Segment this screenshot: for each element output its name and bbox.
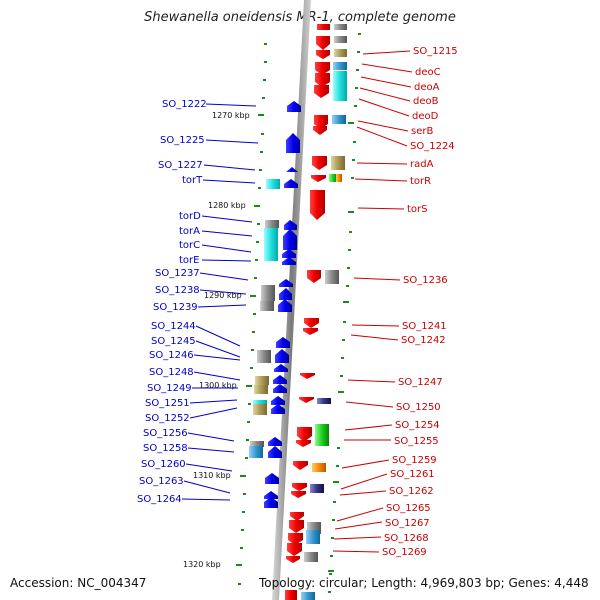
gene-label-deoC: deoC: [415, 67, 441, 78]
gene-label-torR: torR: [410, 176, 431, 187]
gene-label-SO_1269: SO_1269: [382, 547, 427, 558]
gene-label-torC: torC: [179, 240, 200, 251]
gene-label-SO_1251: SO_1251: [145, 398, 190, 409]
right-strand-genes: [285, 24, 347, 600]
gene-label-torD: torD: [179, 211, 201, 222]
kbp-1270: 1270 kbp: [212, 111, 250, 120]
kbp-1320: 1320 kbp: [183, 560, 221, 569]
gene-label-SO_1222: SO_1222: [162, 99, 207, 110]
gene-label-deoD: deoD: [412, 111, 439, 122]
kbp-scale: 1270 kbp 1280 kbp 1290 kbp 1300 kbp 1310…: [183, 111, 354, 572]
gene-label-SO_1247: SO_1247: [398, 377, 443, 388]
grid-dots: [238, 33, 361, 593]
gene-label-SO_1268: SO_1268: [384, 533, 429, 544]
gene-label-deoB: deoB: [413, 96, 439, 107]
gene-label-SO_1227: SO_1227: [158, 160, 203, 171]
gene-label-SO_1238: SO_1238: [155, 285, 200, 296]
gene-label-SO_1249: SO_1249: [147, 383, 192, 394]
gene-label-SO_1261: SO_1261: [390, 469, 435, 480]
gene-label-torT: torT: [182, 175, 203, 186]
gene-label-SO_1262: SO_1262: [389, 486, 434, 497]
gene-label-SO_1260: SO_1260: [141, 459, 186, 470]
gene-label-SO_1225: SO_1225: [160, 135, 205, 146]
gene-label-SO_1258: SO_1258: [143, 443, 188, 454]
genome-summary-text: Topology: circular; Length: 4,969,803 bp…: [259, 576, 589, 590]
gene-label-SO_1265: SO_1265: [386, 503, 431, 514]
gene-label-SO_1259: SO_1259: [392, 455, 437, 466]
right-gene-labels: SO_1215 deoC deoA deoB deoD serB SO_1224…: [332, 46, 458, 558]
gene-label-SO_1246: SO_1246: [149, 350, 194, 361]
kbp-1290: 1290 kbp: [204, 291, 242, 300]
kbp-1280: 1280 kbp: [208, 201, 246, 210]
gene-label-SO_1264: SO_1264: [137, 494, 182, 505]
gene-label-SO_1215: SO_1215: [413, 46, 458, 57]
gene-label-SO_1242: SO_1242: [401, 335, 446, 346]
gene-label-torS: torS: [407, 204, 428, 215]
left-strand-genes: [249, 101, 301, 508]
gene-label-SO_1256: SO_1256: [143, 428, 188, 439]
gene-label-torE: torE: [179, 255, 199, 266]
gene-label-radA: radA: [410, 159, 434, 170]
gene-label-deoA: deoA: [414, 82, 440, 93]
gene-label-SO_1239: SO_1239: [153, 302, 198, 313]
gene-label-SO_1236: SO_1236: [403, 275, 448, 286]
left-gene-labels: SO_1222 SO_1225 SO_1227 torT torD torA t…: [137, 99, 259, 505]
gene-label-SO_1250: SO_1250: [396, 402, 441, 413]
gene-label-SO_1245: SO_1245: [151, 336, 196, 347]
gene-label-SO_1224: SO_1224: [410, 141, 455, 152]
gene-label-serB: serB: [411, 126, 433, 137]
gene-label-SO_1237: SO_1237: [155, 268, 200, 279]
kbp-1300: 1300 kbp: [199, 381, 237, 390]
gene-label-SO_1241: SO_1241: [402, 321, 447, 332]
gene-label-SO_1252: SO_1252: [145, 413, 190, 424]
gene-label-SO_1267: SO_1267: [385, 518, 430, 529]
gene-label-torA: torA: [179, 226, 200, 237]
gene-label-SO_1244: SO_1244: [151, 321, 196, 332]
gene-label-SO_1248: SO_1248: [149, 367, 194, 378]
kbp-1310: 1310 kbp: [193, 471, 231, 480]
gene-label-SO_1263: SO_1263: [139, 476, 184, 487]
map-title: Shewanella oneidensis MR-1, complete gen…: [144, 10, 456, 25]
accession-text: Accession: NC_004347: [10, 576, 147, 590]
gene-label-SO_1255: SO_1255: [394, 436, 439, 447]
gene-label-SO_1254: SO_1254: [395, 420, 440, 431]
